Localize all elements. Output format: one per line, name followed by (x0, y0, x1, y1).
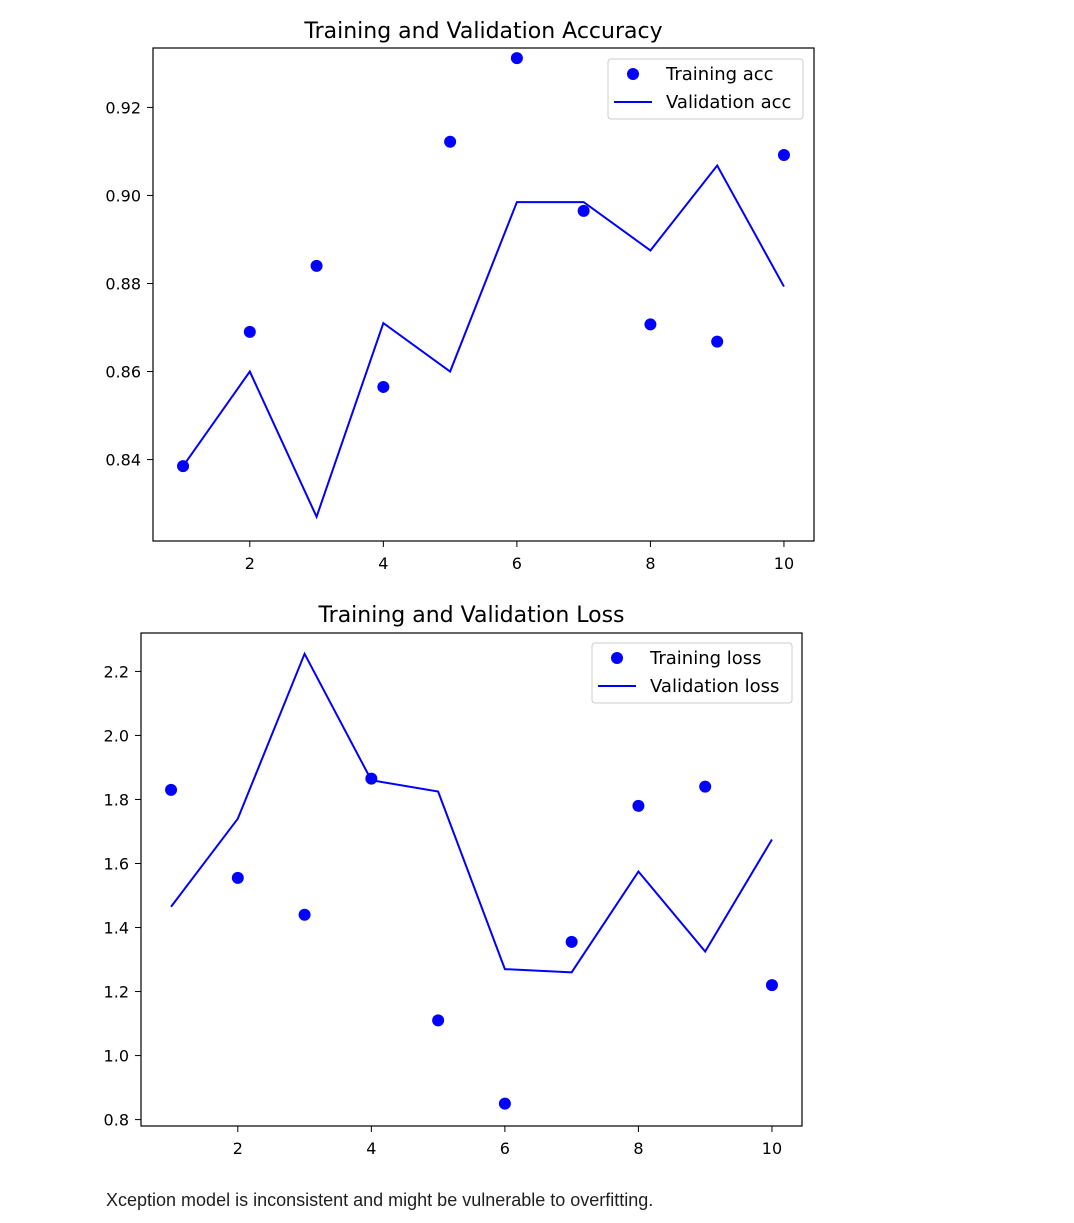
plot-frame (152, 47, 815, 542)
training-point (711, 335, 724, 348)
training-point (231, 871, 244, 884)
training-point (565, 935, 578, 948)
training-point (444, 135, 457, 148)
y-tick-label: 2.0 (104, 726, 129, 745)
accuracy-chart: Training and Validation Accuracy 2 4 6 8 10 0.… (105, 19, 815, 573)
legend-box (591, 642, 793, 704)
y-tick-label: 0.86 (105, 363, 141, 382)
training-point (699, 780, 712, 793)
legend-marker-swatch (611, 652, 623, 664)
y-tick-label: 1.4 (104, 919, 129, 938)
y-tick-label: 0.90 (105, 186, 141, 205)
plot-frame (140, 632, 803, 1127)
x-tick-label: 6 (500, 1139, 510, 1158)
x-tick-label: 2 (245, 554, 255, 573)
y-tick-label: 1.2 (104, 983, 129, 1002)
x-tick-label: 2 (233, 1139, 243, 1158)
training-point (498, 1097, 511, 1110)
x-tick-label: 8 (645, 554, 655, 573)
caption-text: Xception model is inconsistent and might… (106, 1190, 654, 1210)
y-tick-label: 2.2 (104, 662, 129, 681)
y-tick-label: 1.8 (104, 790, 129, 809)
x-tick-label: 10 (762, 1139, 782, 1158)
legend-marker-swatch (627, 68, 639, 80)
x-tick-label: 6 (512, 554, 522, 573)
training-point (632, 799, 645, 812)
training-point (432, 1014, 445, 1027)
training-point (777, 148, 790, 161)
validation-line (170, 651, 773, 974)
x-tick-label: 4 (378, 554, 388, 573)
y-tick-label: 0.8 (104, 1111, 129, 1130)
y-tick-label: 1.6 (104, 854, 129, 873)
training-point (644, 318, 657, 331)
training-point (243, 325, 256, 338)
legend-label: Validation acc (666, 92, 791, 113)
legend-label: Validation loss (650, 676, 779, 697)
training-point (165, 783, 178, 796)
y-tick-label: 1.0 (104, 1047, 129, 1066)
chart-title: Training and Validation Loss (317, 603, 624, 628)
training-point (577, 204, 590, 217)
y-tick-label: 0.92 (105, 98, 141, 117)
legend-box (607, 58, 804, 120)
training-point (510, 52, 523, 65)
legend-label: Training loss (649, 648, 762, 669)
validation-line (182, 163, 785, 520)
x-tick-label: 8 (633, 1139, 643, 1158)
loss-chart: Training and Validation Loss 2 4 6 8 10 0.8 1.0… (104, 603, 803, 1158)
x-tick-label: 10 (774, 554, 794, 573)
legend-label: Training acc (665, 64, 774, 85)
training-point (310, 259, 323, 272)
y-tick-label: 0.88 (105, 274, 141, 293)
training-point (765, 979, 778, 992)
training-point (377, 380, 390, 393)
y-tick-label: 0.84 (105, 451, 141, 470)
training-point (298, 908, 311, 921)
chart-title: Training and Validation Accuracy (303, 19, 662, 44)
x-tick-label: 4 (366, 1139, 376, 1158)
